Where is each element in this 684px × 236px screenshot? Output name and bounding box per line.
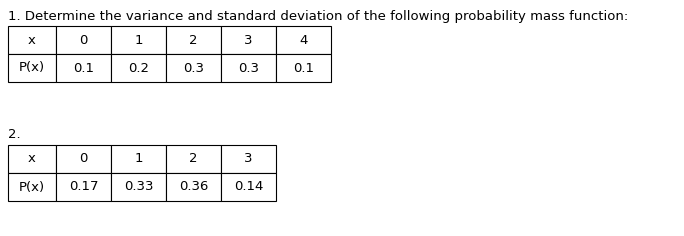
Text: 1: 1 bbox=[134, 152, 143, 165]
Bar bbox=[166, 145, 221, 173]
Text: 2: 2 bbox=[189, 34, 198, 46]
Bar bbox=[8, 145, 56, 173]
Text: 0.36: 0.36 bbox=[179, 181, 208, 194]
Text: 0.17: 0.17 bbox=[69, 181, 98, 194]
Text: P(x): P(x) bbox=[19, 181, 45, 194]
Text: 1: 1 bbox=[134, 34, 143, 46]
Text: 0.1: 0.1 bbox=[73, 62, 94, 75]
Bar bbox=[56, 145, 111, 173]
Text: 3: 3 bbox=[244, 152, 253, 165]
Bar bbox=[8, 173, 56, 201]
Bar bbox=[276, 26, 331, 54]
Bar bbox=[166, 173, 221, 201]
Text: 1. Determine the variance and standard deviation of the following probability ma: 1. Determine the variance and standard d… bbox=[8, 10, 628, 23]
Bar bbox=[111, 145, 166, 173]
Bar bbox=[56, 54, 111, 82]
Text: 0: 0 bbox=[79, 34, 88, 46]
Bar bbox=[111, 26, 166, 54]
Bar bbox=[8, 54, 56, 82]
Bar bbox=[56, 26, 111, 54]
Bar bbox=[221, 173, 276, 201]
Bar bbox=[221, 145, 276, 173]
Bar bbox=[276, 54, 331, 82]
Bar bbox=[166, 54, 221, 82]
Text: 0: 0 bbox=[79, 152, 88, 165]
Text: 2.: 2. bbox=[8, 128, 21, 141]
Bar bbox=[56, 173, 111, 201]
Bar bbox=[221, 54, 276, 82]
Text: 0.3: 0.3 bbox=[238, 62, 259, 75]
Text: 0.1: 0.1 bbox=[293, 62, 314, 75]
Text: x: x bbox=[28, 152, 36, 165]
Bar bbox=[166, 26, 221, 54]
Bar bbox=[111, 54, 166, 82]
Bar bbox=[221, 26, 276, 54]
Text: P(x): P(x) bbox=[19, 62, 45, 75]
Text: 0.33: 0.33 bbox=[124, 181, 153, 194]
Text: 0.3: 0.3 bbox=[183, 62, 204, 75]
Text: 4: 4 bbox=[300, 34, 308, 46]
Bar bbox=[111, 173, 166, 201]
Text: 0.14: 0.14 bbox=[234, 181, 263, 194]
Text: 2: 2 bbox=[189, 152, 198, 165]
Bar bbox=[8, 26, 56, 54]
Text: 0.2: 0.2 bbox=[128, 62, 149, 75]
Text: 3: 3 bbox=[244, 34, 253, 46]
Text: x: x bbox=[28, 34, 36, 46]
